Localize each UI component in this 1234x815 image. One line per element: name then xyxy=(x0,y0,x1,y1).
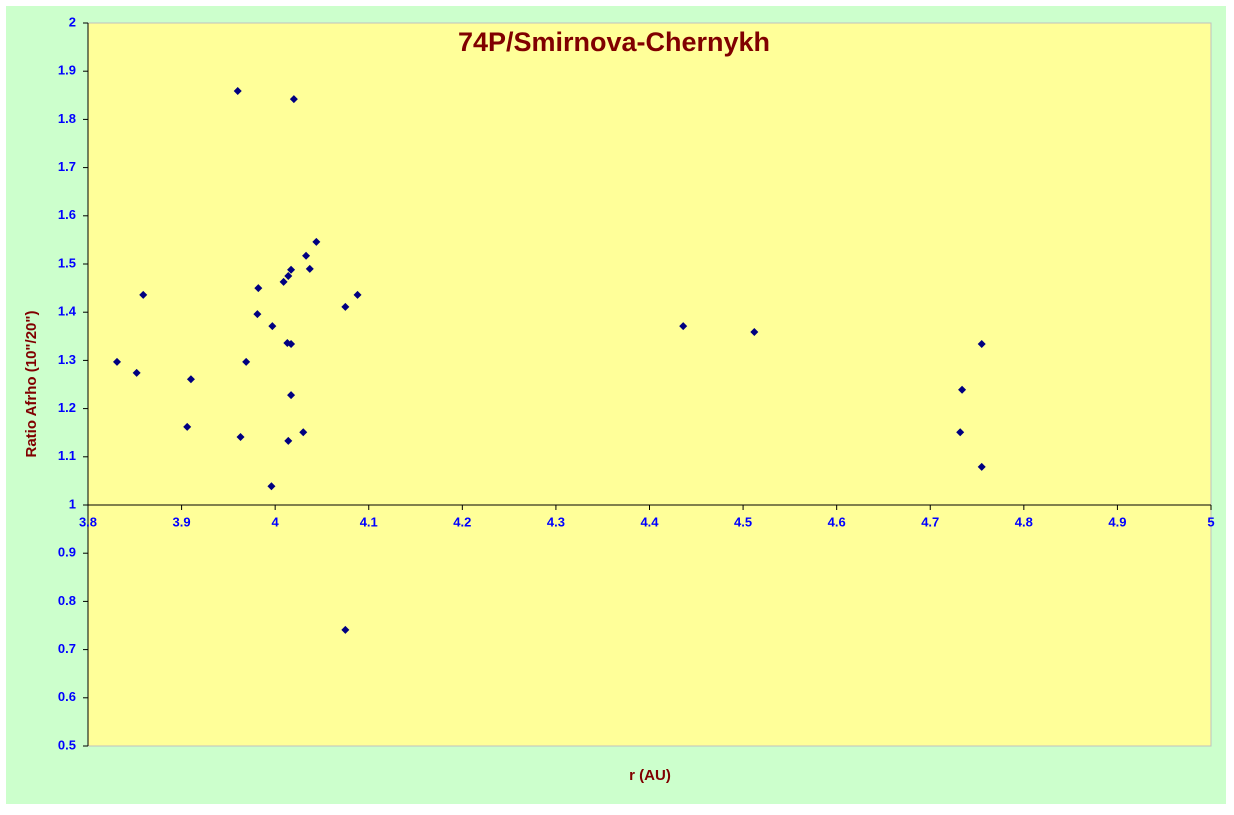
y-tick-label: 0.7 xyxy=(58,641,76,656)
data-point xyxy=(284,436,293,445)
y-axis-label: Ratio Afrho (10"/20") xyxy=(23,310,40,457)
data-point xyxy=(299,428,308,437)
data-point xyxy=(341,625,350,634)
data-point xyxy=(254,284,263,293)
data-point xyxy=(279,277,288,286)
data-point xyxy=(312,237,321,246)
x-tick-label: 4.3 xyxy=(547,514,565,529)
data-point xyxy=(341,302,350,311)
chart-title: 74P/Smirnova-Chernykh xyxy=(458,27,770,57)
y-tick-label: 1.3 xyxy=(58,352,76,367)
y-tick-label: 1.8 xyxy=(58,111,76,126)
data-point xyxy=(183,422,192,431)
y-tick-label: 1.6 xyxy=(58,207,76,222)
y-tick-label: 1.5 xyxy=(58,255,76,270)
x-tick-label: 4.4 xyxy=(640,514,659,529)
data-point xyxy=(267,482,276,491)
y-tick-label: 1.4 xyxy=(58,304,77,319)
data-point xyxy=(302,251,311,260)
data-point xyxy=(287,391,296,400)
data-point xyxy=(253,310,262,319)
x-tick-label: 4.2 xyxy=(453,514,471,529)
x-tick-label: 4 xyxy=(272,514,280,529)
y-tick-label: 1.1 xyxy=(58,448,76,463)
data-point xyxy=(287,340,296,349)
y-tick-label: 0.8 xyxy=(58,593,76,608)
y-tick-label: 1.7 xyxy=(58,159,76,174)
x-tick-label: 4.7 xyxy=(921,514,939,529)
x-tick-label: 4.6 xyxy=(828,514,846,529)
data-point xyxy=(679,322,688,331)
data-point xyxy=(268,322,277,331)
y-tick-label: 2 xyxy=(69,14,76,29)
x-tick-label: 4.8 xyxy=(1015,514,1033,529)
x-tick-label: 3.9 xyxy=(173,514,191,529)
data-point xyxy=(186,375,195,384)
data-point xyxy=(139,290,148,299)
data-point xyxy=(289,95,298,104)
plot-area xyxy=(87,22,1212,747)
data-point xyxy=(233,86,242,95)
data-point xyxy=(236,433,245,442)
data-point xyxy=(750,327,759,336)
data-point xyxy=(956,428,965,437)
y-tick-label: 1 xyxy=(69,496,76,511)
data-point xyxy=(113,357,122,366)
x-tick-label: 4.9 xyxy=(1108,514,1126,529)
x-tick-label: 5 xyxy=(1207,514,1214,529)
data-point xyxy=(977,462,986,471)
y-tick-label: 0.9 xyxy=(58,545,76,560)
y-tick-label: 0.5 xyxy=(58,737,76,752)
x-tick-label: 4.1 xyxy=(360,514,378,529)
data-point xyxy=(132,368,141,377)
data-point xyxy=(958,385,967,394)
data-point xyxy=(284,272,293,281)
x-tick-label: 3.8 xyxy=(79,514,97,529)
y-tick-label: 1.2 xyxy=(58,400,76,415)
data-point xyxy=(242,357,251,366)
y-tick-label: 0.6 xyxy=(58,689,76,704)
x-tick-label: 4.5 xyxy=(734,514,752,529)
data-point xyxy=(305,264,314,273)
x-axis-label: r (AU) xyxy=(629,767,671,784)
y-tick-label: 1.9 xyxy=(58,63,76,78)
data-point xyxy=(353,290,362,299)
data-point xyxy=(287,265,296,274)
data-point xyxy=(977,340,986,349)
